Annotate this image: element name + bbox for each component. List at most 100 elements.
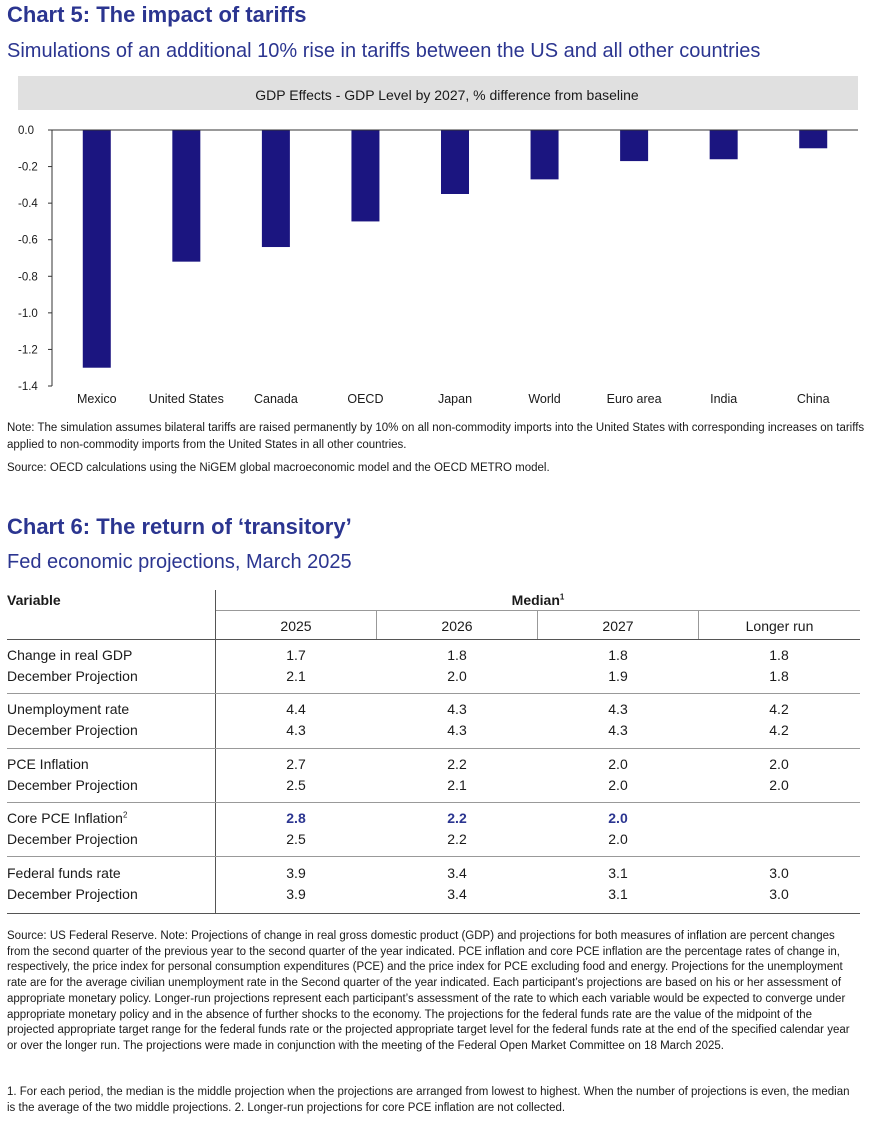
cell: 1.8 <box>608 647 628 663</box>
variable-header: Variable <box>7 592 61 608</box>
chart6-footnotes: 1. For each period, the median is the mi… <box>7 1086 850 1114</box>
cell: 1.8 <box>769 668 789 684</box>
cell: 3.1 <box>608 886 628 902</box>
row-dec-label: December Projection <box>7 668 138 684</box>
row-dec-label: December Projection <box>7 886 138 902</box>
median-header: Median1 <box>511 592 565 608</box>
header-bottom-rule <box>7 639 860 640</box>
table-row: PCE Inflation December Projection 2.7 2.… <box>7 754 860 796</box>
row-label: Federal funds rate <box>7 865 121 881</box>
chart5-bar-chart: GDP Effects - GDP Level by 2027, % diffe… <box>18 76 858 406</box>
cell: 2.0 <box>608 831 628 847</box>
bar-canada <box>261 130 290 248</box>
chart5-title: Chart 5: The impact of tariffs <box>7 2 307 27</box>
cell: 2.8 <box>286 810 306 826</box>
chart5-panel-title: GDP Effects - GDP Level by 2027, % diffe… <box>255 87 639 103</box>
x-category-label: Japan <box>438 392 472 406</box>
cell: 3.4 <box>447 865 467 881</box>
year-header-longer-run: Longer run <box>745 618 814 634</box>
cell: 4.4 <box>286 701 306 717</box>
cell: 4.3 <box>608 701 628 717</box>
cell: 2.2 <box>447 756 467 772</box>
cell: 1.8 <box>769 647 789 663</box>
x-category-label: World <box>528 392 560 406</box>
cell: 2.5 <box>286 777 306 793</box>
row-dec-label: December Projection <box>7 831 138 847</box>
chart6-subtitle: Fed economic projections, March 2025 <box>7 551 352 573</box>
bar-mexico <box>82 130 111 368</box>
y-tick-label: 0.0 <box>18 125 34 137</box>
y-tick-label: -1.4 <box>18 381 38 393</box>
bar-japan <box>441 130 469 194</box>
cell: 3.9 <box>286 886 306 902</box>
row-separator <box>7 856 860 857</box>
cell: 3.9 <box>286 865 306 881</box>
table-bottom-rule <box>7 913 860 914</box>
row-label: PCE Inflation <box>7 756 89 772</box>
x-category-label: India <box>710 392 737 406</box>
cell: 4.3 <box>608 722 628 738</box>
row-label: Unemployment rate <box>7 701 130 717</box>
cell: 2.2 <box>447 831 467 847</box>
table-row: Unemployment rate December Projection 4.… <box>7 699 860 741</box>
x-category-label: China <box>797 392 830 406</box>
bar-world <box>530 130 559 180</box>
row-label: Core PCE Inflation2 <box>7 810 128 826</box>
cell: 2.0 <box>608 777 628 793</box>
cell: 4.2 <box>769 722 789 738</box>
cell: 4.3 <box>447 722 467 738</box>
row-dec-label: December Projection <box>7 722 138 738</box>
y-tick-label: -0.2 <box>18 162 38 174</box>
cell: 2.0 <box>608 810 628 826</box>
cell: 3.1 <box>608 865 628 881</box>
x-category-label: Canada <box>254 392 298 406</box>
cell: 3.4 <box>447 886 467 902</box>
chart6-source-note: Source: US Federal Reserve. Note: Projec… <box>7 930 850 1052</box>
x-category-label: Mexico <box>77 392 117 406</box>
row-label: Change in real GDP <box>7 647 133 663</box>
chart5-panel-header <box>18 76 858 110</box>
bar-euro-area <box>620 130 649 162</box>
chart5-source: Source: OECD calculations using the NiGE… <box>7 462 550 474</box>
cell: 4.2 <box>769 701 789 717</box>
x-category-label: OECD <box>347 392 383 406</box>
cell: 2.2 <box>447 810 467 826</box>
chart5-note: Note: The simulation assumes bilateral t… <box>7 422 865 451</box>
table-divider-vertical <box>215 590 216 914</box>
cell: 2.1 <box>286 668 306 684</box>
cell: 2.0 <box>769 756 789 772</box>
bar-india <box>709 130 738 160</box>
y-tick-label: -0.8 <box>18 271 38 283</box>
bar-oecd <box>351 130 380 222</box>
cell: 2.0 <box>447 668 467 684</box>
bar-united-states <box>172 130 201 262</box>
median-underline <box>216 610 860 611</box>
cell: 2.0 <box>608 756 628 772</box>
cell: 2.1 <box>447 777 467 793</box>
cell: 3.0 <box>769 865 789 881</box>
cell: 1.7 <box>286 647 306 663</box>
table-row: Change in real GDP December Projection 1… <box>7 645 860 687</box>
bar-china <box>799 130 828 149</box>
cell: 3.0 <box>769 886 789 902</box>
table-row: Federal funds rate December Projection 3… <box>7 863 860 905</box>
y-tick-label: -0.6 <box>18 235 38 247</box>
year-header-2027: 2027 <box>602 618 634 634</box>
chart5-subtitle: Simulations of an additional 10% rise in… <box>7 40 761 62</box>
cell: 4.3 <box>286 722 306 738</box>
cell: 1.9 <box>608 668 628 684</box>
x-category-label: Euro area <box>607 392 662 406</box>
year-header-2025: 2025 <box>280 618 312 634</box>
cell: 4.3 <box>447 701 467 717</box>
year-header-2026: 2026 <box>441 618 473 634</box>
chart6-title: Chart 6: The return of ‘transitory’ <box>7 514 352 539</box>
y-tick-label: -1.0 <box>18 308 38 320</box>
cell: 1.8 <box>447 647 467 663</box>
row-separator <box>7 802 860 803</box>
table-row: Core PCE Inflation2 December Projection … <box>7 808 860 850</box>
cell: 2.5 <box>286 831 306 847</box>
cell: 2.7 <box>286 756 306 772</box>
row-separator <box>7 748 860 749</box>
row-dec-label: December Projection <box>7 777 138 793</box>
x-category-label: United States <box>149 392 224 406</box>
